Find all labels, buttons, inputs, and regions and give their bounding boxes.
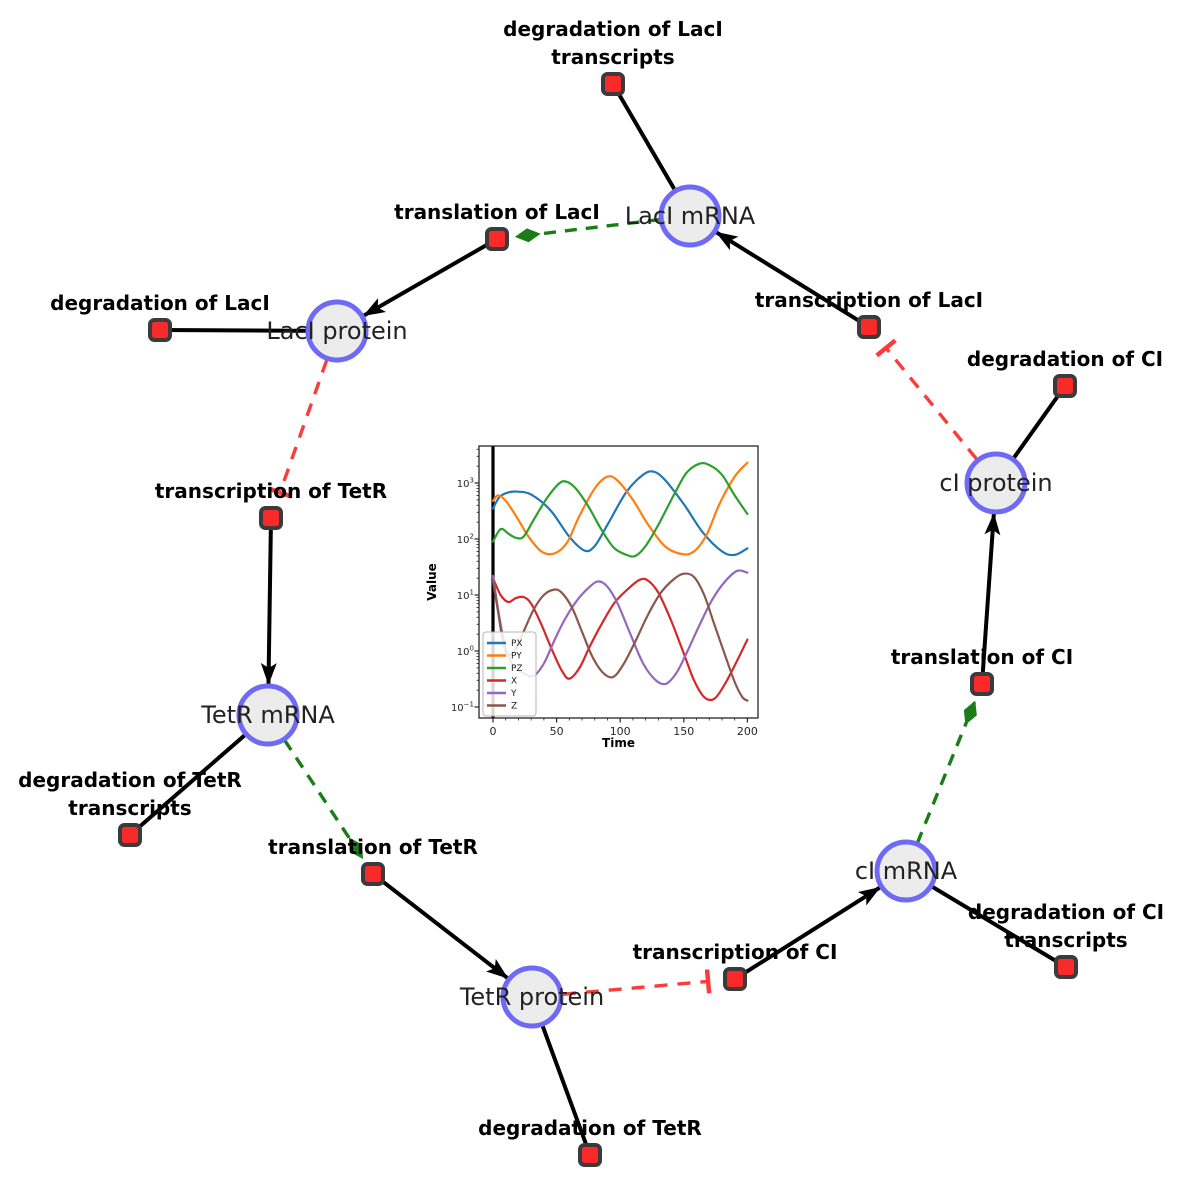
plot-frame <box>478 445 759 719</box>
reaction-node-deg_ci[interactable] <box>1053 374 1077 398</box>
x-axis-label: Time <box>602 736 635 750</box>
reaction-label-deg_tetr_tx-line2: transcripts <box>68 796 191 820</box>
reaction-node-deg_ci_tx[interactable] <box>1054 955 1078 979</box>
reaction-label-transl_tetr-line1: translation of TetR <box>268 835 478 859</box>
reaction-label-deg_laci_tx-line2: transcripts <box>551 45 674 69</box>
edge-product-tx_tetr-tetr_mrna <box>260 529 277 686</box>
legend-label-Y: Y <box>510 689 517 699</box>
reaction-node-tx_ci[interactable] <box>723 967 747 991</box>
edge-product-tx_ci-ci_mrna <box>744 885 881 975</box>
plot-legend: PX PY PZ XYZ <box>482 631 537 717</box>
edge-inhibition-tetr_protein-tx_ci <box>562 969 712 996</box>
reaction-label-deg_tetr-line1: degradation of TetR <box>478 1116 702 1140</box>
reaction-label-deg_laci-line1: degradation of LacI <box>50 291 270 315</box>
labels-layer: degradation of LacI transcripts translatio… <box>18 17 1164 1140</box>
reaction-node-tx_tetr[interactable] <box>259 506 283 530</box>
x-tick-label: 150 <box>673 725 694 738</box>
reaction-node-deg_tetr_tx[interactable] <box>118 823 142 847</box>
species-node-tetr_protein[interactable] <box>500 965 564 1029</box>
edge-modifier-ci_mrna-transl_ci <box>915 700 977 844</box>
reaction-node-transl_laci[interactable] <box>485 227 509 251</box>
series-line-X <box>491 577 749 702</box>
edge-product-transl_ci-ci_protein <box>980 512 1001 673</box>
y-tick-label: 102 <box>457 533 474 547</box>
y-tick-label: 10−1 <box>451 701 474 715</box>
reaction-label-deg_tetr_tx-line1: degradation of TetR <box>18 768 242 792</box>
reaction-label-tx_laci-line1: transcription of LacI <box>755 288 983 312</box>
reaction-node-deg_laci_tx[interactable] <box>601 72 625 96</box>
species-nodes-layer <box>236 184 1028 1029</box>
species-label-tetr_mrna: TetR mRNA <box>200 701 335 729</box>
species-node-ci_mrna[interactable] <box>874 839 938 903</box>
y-axis-label: Value <box>425 563 439 601</box>
reaction-label-deg_laci_tx-line1: degradation of LacI <box>503 17 723 41</box>
edge-product-transl_tetr-tetr_protein <box>381 879 509 980</box>
edge-modifier-laci_mrna-transl_laci <box>514 217 661 243</box>
legend-label-X: X <box>511 677 517 687</box>
legend-label-PY: PY <box>511 652 522 662</box>
edge-inhibition-laci_protein-tx_tetr <box>267 359 329 499</box>
species-node-laci_protein[interactable] <box>305 299 369 363</box>
reaction-node-deg_tetr[interactable] <box>578 1143 602 1167</box>
reaction-label-deg_ci_tx-line2: transcripts <box>1004 928 1127 952</box>
species-node-ci_protein[interactable] <box>964 451 1028 515</box>
species-label-laci_protein: LacI protein <box>266 317 407 345</box>
reaction-label-deg_ci-line1: degradation of CI <box>967 347 1163 371</box>
edge-product-transl_laci-laci_protein <box>362 243 488 318</box>
reaction-label-deg_ci_tx-line1: degradation of CI <box>968 900 1164 924</box>
edge-modifier-tetr_mrna-transl_tetr <box>283 739 364 859</box>
series-line-PX <box>491 470 749 557</box>
x-tick-label: 0 <box>490 725 497 738</box>
reaction-node-transl_tetr[interactable] <box>361 862 385 886</box>
x-tick-label: 100 <box>610 725 631 738</box>
x-tick-label: 50 <box>550 725 564 738</box>
species-node-tetr_mrna[interactable] <box>236 683 300 747</box>
reaction-label-transl_laci-line1: translation of LacI <box>394 200 600 224</box>
legend-label-PZ: PZ <box>511 664 523 674</box>
series-line-PZ <box>491 462 749 558</box>
reaction-label-tx_ci-line1: transcription of CI <box>633 940 838 964</box>
species-node-laci_mrna[interactable] <box>658 184 722 248</box>
reaction-node-tx_laci[interactable] <box>857 315 881 339</box>
species-label-laci_mrna: LacI mRNA <box>625 202 756 230</box>
y-tick-label: 101 <box>457 589 474 603</box>
species-label-tetr_protein: TetR protein <box>459 983 604 1011</box>
reaction-label-transl_ci-line1: translation of CI <box>891 645 1073 669</box>
series-line-PY <box>491 461 749 556</box>
reaction-label-tx_tetr-line1: transcription of TetR <box>155 479 387 503</box>
reaction-node-transl_ci[interactable] <box>970 672 994 696</box>
edge-product-tx_laci-laci_mrna <box>715 230 860 323</box>
reaction-node-deg_laci[interactable] <box>148 318 172 342</box>
y-tick-label: 100 <box>457 645 474 659</box>
reaction-nodes-layer <box>118 72 1078 1167</box>
legend-box <box>482 631 537 717</box>
species-label-ci_mrna: cI mRNA <box>855 857 958 885</box>
legend-label-Z: Z <box>511 702 517 712</box>
x-tick-label: 200 <box>737 725 758 738</box>
edge-inhibition-ci_protein-tx_laci <box>875 338 978 461</box>
species-label-ci_protein: cI protein <box>939 469 1052 497</box>
y-tick-label: 103 <box>457 477 474 491</box>
legend-label-PX: PX <box>511 639 523 649</box>
